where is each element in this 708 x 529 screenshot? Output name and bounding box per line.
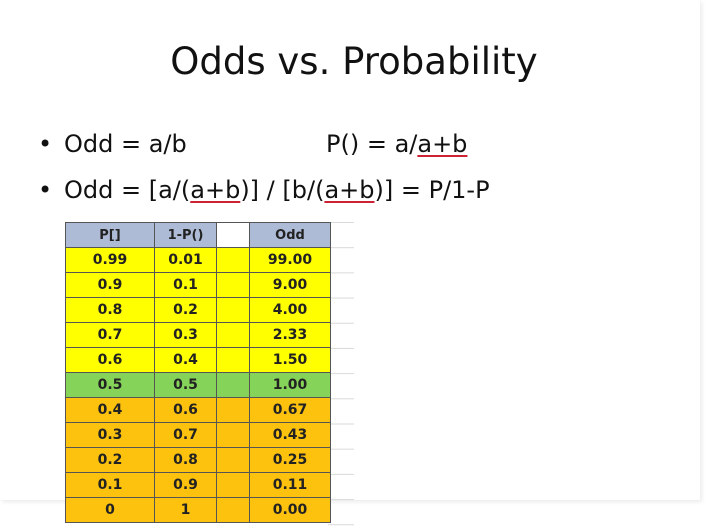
cell-one-minus-p: 0.2 — [154, 297, 217, 323]
cell-p: 0.1 — [65, 472, 155, 498]
header-odd: Odd — [249, 222, 331, 248]
cell-blank — [216, 472, 250, 498]
cell-one-minus-p: 0.4 — [154, 347, 217, 373]
table-row: 0.6 0.4 1.50 — [65, 347, 331, 373]
cell-odd: 0.00 — [249, 497, 331, 523]
cell-p: 0 — [65, 497, 155, 523]
bullet-odd-definition: • Odd = a/b P() = a/a+b — [38, 130, 467, 158]
cell-one-minus-p: 0.5 — [154, 372, 217, 398]
cell-one-minus-p: 0.01 — [154, 247, 217, 273]
cell-odd: 0.43 — [249, 422, 331, 448]
odds-table-body: 0.99 0.01 99.00 0.9 0.1 9.00 0.8 0.2 4.00 0.7 0.3 2… — [65, 247, 331, 523]
probability-formula-denominator: a+b — [417, 130, 468, 158]
header-blank — [216, 222, 250, 248]
cell-one-minus-p: 0.8 — [154, 447, 217, 473]
derivation-part-1: Odd = [a/( — [64, 176, 191, 204]
table-row: 0.2 0.8 0.25 — [65, 447, 331, 473]
cell-blank — [216, 397, 250, 423]
table-row: 0.9 0.1 9.00 — [65, 272, 331, 298]
cell-blank — [216, 497, 250, 523]
table-row: 0.7 0.3 2.33 — [65, 322, 331, 348]
table-row: 0.5 0.5 1.00 — [65, 372, 331, 398]
table-row: 0.3 0.7 0.43 — [65, 422, 331, 448]
cell-blank — [216, 347, 250, 373]
cell-p: 0.9 — [65, 272, 155, 298]
table-row: 0.99 0.01 99.00 — [65, 247, 331, 273]
derivation-part-2: )] / [b/( — [240, 176, 325, 204]
cell-p: 0.4 — [65, 397, 155, 423]
cell-blank — [216, 422, 250, 448]
cell-one-minus-p: 1 — [154, 497, 217, 523]
cell-blank — [216, 272, 250, 298]
odds-table: P[] 1-P() Odd 0.99 0.01 99.00 0.9 0.1 9.00 0.8… — [65, 222, 331, 523]
cell-odd: 4.00 — [249, 297, 331, 323]
cell-odd: 0.25 — [249, 447, 331, 473]
derivation-part-3: )] = P/1-P — [374, 176, 490, 204]
table-row: 0.1 0.9 0.11 — [65, 472, 331, 498]
cell-odd: 1.50 — [249, 347, 331, 373]
cell-odd: 1.00 — [249, 372, 331, 398]
probability-formula: P() = a/a+b — [326, 130, 467, 158]
derivation-sum-1: a+b — [190, 176, 241, 204]
table-row: 0.4 0.6 0.67 — [65, 397, 331, 423]
cell-blank — [216, 247, 250, 273]
cell-odd: 0.67 — [249, 397, 331, 423]
header-p: P[] — [65, 222, 155, 248]
bullet-odd-derivation: • Odd = [a/(a+b)] / [b/(a+b)] = P/1-P — [38, 176, 490, 204]
table-row: 0 1 0.00 — [65, 497, 331, 523]
cell-one-minus-p: 0.1 — [154, 272, 217, 298]
cell-odd: 9.00 — [249, 272, 331, 298]
cell-p: 0.99 — [65, 247, 155, 273]
slide-title: Odds vs. Probability — [170, 40, 538, 83]
cell-odd: 0.11 — [249, 472, 331, 498]
table-row: 0.8 0.2 4.00 — [65, 297, 331, 323]
cell-one-minus-p: 0.9 — [154, 472, 217, 498]
cell-blank — [216, 447, 250, 473]
cell-p: 0.8 — [65, 297, 155, 323]
cell-p: 0.6 — [65, 347, 155, 373]
cell-one-minus-p: 0.3 — [154, 322, 217, 348]
table-header-row: P[] 1-P() Odd — [65, 222, 331, 248]
cell-blank — [216, 322, 250, 348]
derivation-sum-2: a+b — [324, 176, 375, 204]
cell-p: 0.7 — [65, 322, 155, 348]
cell-one-minus-p: 0.7 — [154, 422, 217, 448]
cell-blank — [216, 372, 250, 398]
cell-odd: 2.33 — [249, 322, 331, 348]
odd-formula: Odd = a/b — [64, 130, 187, 158]
cell-p: 0.2 — [65, 447, 155, 473]
cell-blank — [216, 297, 250, 323]
cell-p: 0.3 — [65, 422, 155, 448]
bullet-marker: • — [38, 176, 53, 204]
cell-odd: 99.00 — [249, 247, 331, 273]
cell-p: 0.5 — [65, 372, 155, 398]
bullet-marker: • — [38, 130, 53, 158]
header-one-minus-p: 1-P() — [154, 222, 217, 248]
spreadsheet-gridlines — [328, 222, 354, 526]
probability-formula-prefix: P() = a/ — [326, 130, 418, 158]
cell-one-minus-p: 0.6 — [154, 397, 217, 423]
